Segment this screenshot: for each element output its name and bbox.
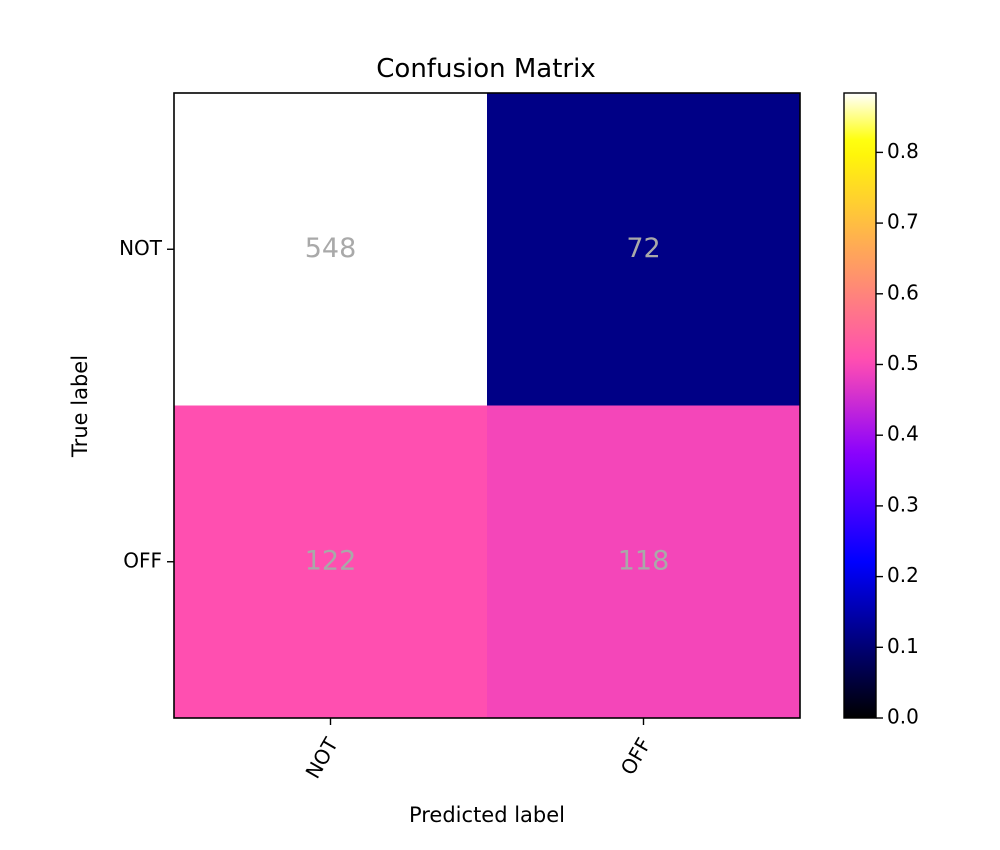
y-axis-label: True label — [68, 355, 92, 458]
cell-value-label: 548 — [305, 233, 357, 264]
cell-value-label: 122 — [305, 545, 357, 576]
heatmap-cell-labels: 548 72 122 118 — [305, 233, 670, 577]
cell-value-label: 118 — [618, 545, 670, 576]
colorbar-tick-label: 0.8 — [887, 139, 919, 163]
colorbar-tick-label: 0.4 — [887, 422, 919, 446]
heatmap-cells — [174, 93, 801, 719]
heatmap-cell-not-off — [487, 93, 801, 406]
colorbar-tick-label: 0.5 — [887, 351, 919, 375]
chart-title: Confusion Matrix — [376, 54, 595, 84]
x-tick-label: OFF — [616, 734, 656, 780]
x-axis-ticks: NOT OFF — [301, 718, 656, 783]
colorbar-tick-label: 0.0 — [887, 705, 919, 729]
colorbar — [844, 93, 876, 718]
colorbar-tick-label: 0.3 — [887, 492, 919, 516]
y-tick-label: OFF — [123, 548, 162, 572]
colorbar-tick-label: 0.1 — [887, 634, 919, 658]
x-tick-label: NOT — [301, 733, 344, 783]
cell-value-label: 72 — [626, 233, 660, 264]
colorbar-tick-label: 0.7 — [887, 210, 919, 234]
heatmap-cell-not-not — [174, 93, 488, 406]
colorbar-tick-label: 0.6 — [887, 280, 919, 304]
heatmap-cell-off-not — [174, 405, 488, 719]
y-tick-label: NOT — [119, 236, 163, 260]
colorbar-frame — [843, 92, 877, 719]
colorbar-ticks: 0.0 0.1 0.2 0.3 0.4 0.5 0.6 0.7 0.8 — [876, 139, 919, 729]
heatmap-cell-off-off — [487, 405, 801, 719]
colorbar-tick-label: 0.2 — [887, 563, 919, 587]
y-axis-ticks: NOT OFF — [119, 236, 174, 572]
x-axis-label: Predicted label — [409, 803, 565, 827]
plot-frame — [173, 92, 801, 719]
